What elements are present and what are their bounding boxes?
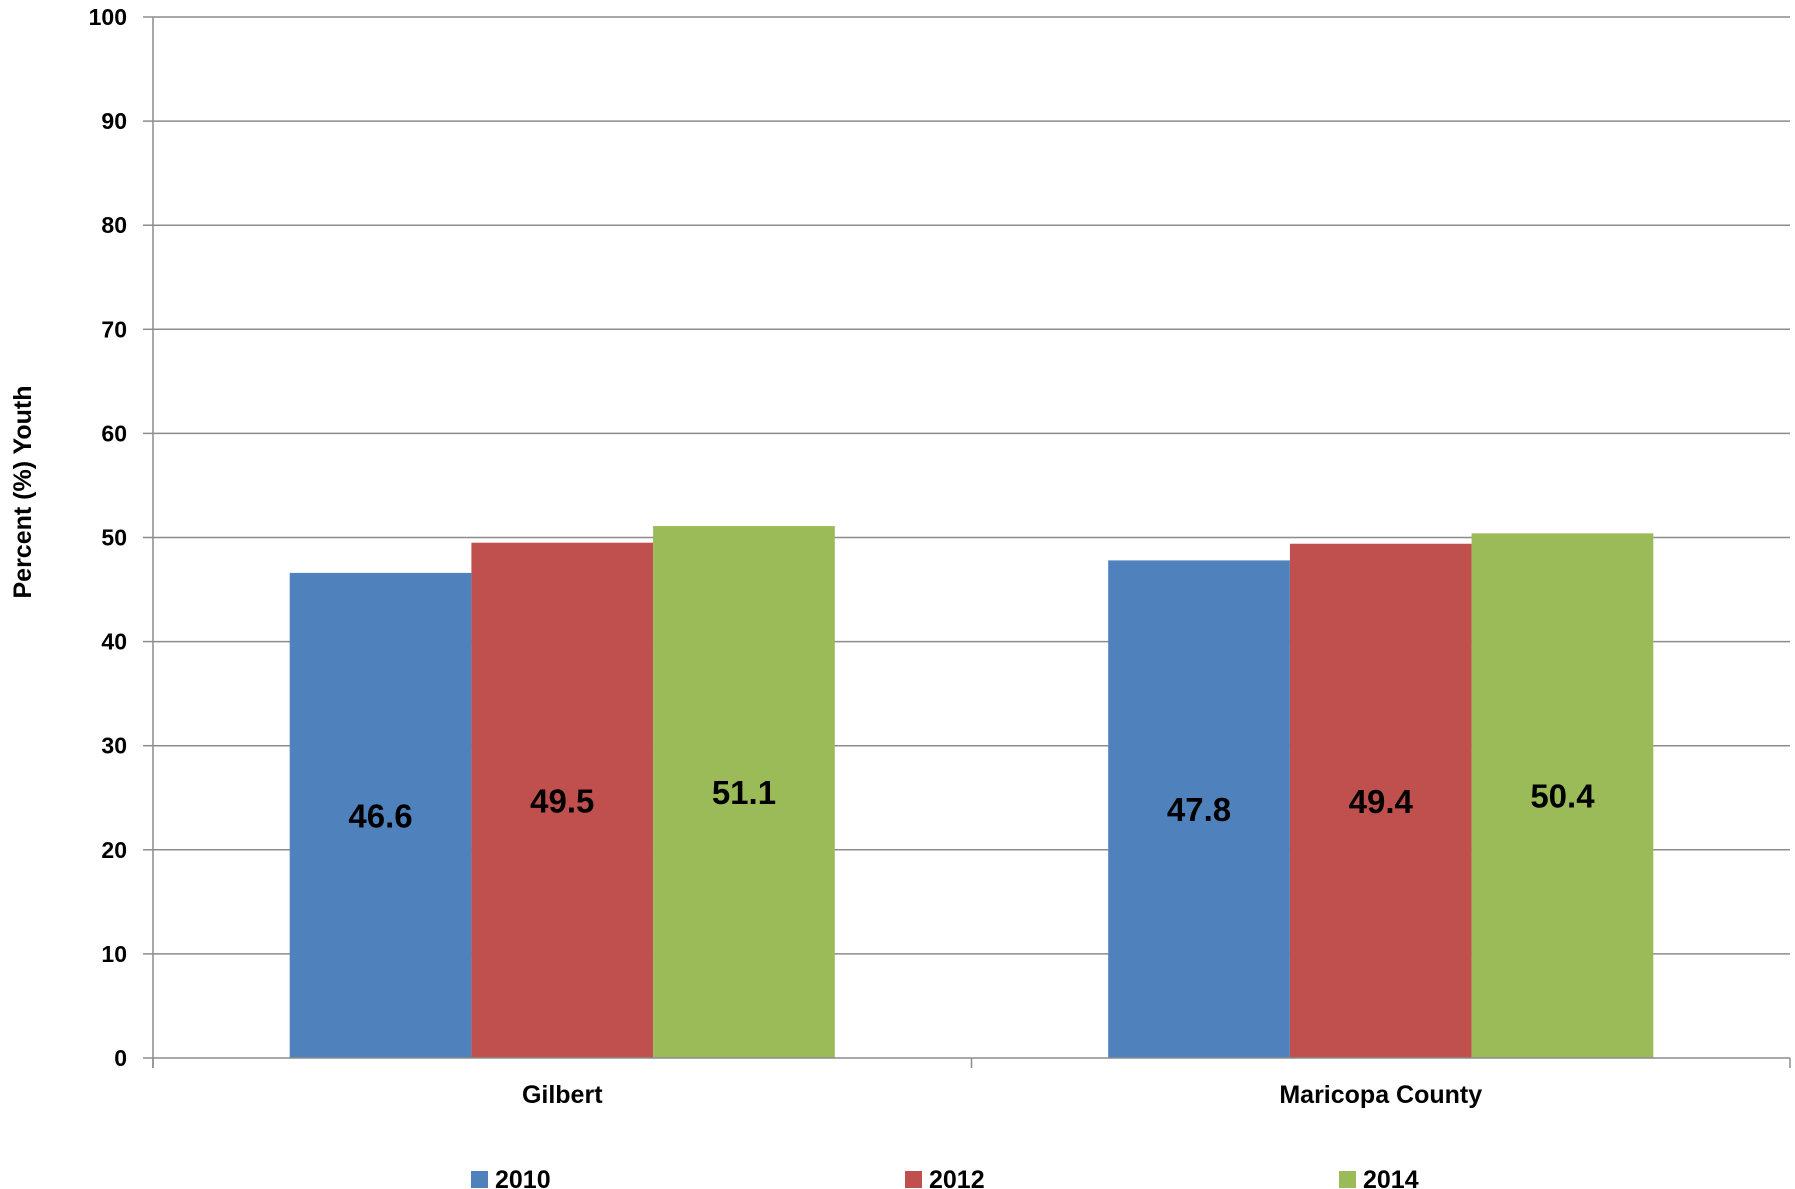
legend-label: 2014 [1363, 1166, 1419, 1189]
y-tick-label: 80 [101, 212, 127, 238]
bars [289, 526, 1654, 1058]
data-label: 51.1 [712, 774, 776, 811]
bar [471, 542, 654, 1058]
bar [653, 526, 835, 1058]
y-tick-label: 50 [101, 525, 127, 551]
x-tick-label: Maricopa County [1279, 1081, 1482, 1109]
y-axis-title: Percent (%) Youth [9, 386, 37, 599]
data-label: 50.4 [1530, 778, 1595, 815]
data-label: 49.5 [530, 782, 594, 819]
axes: 0 10 20 30 40 50 60 70 80 90 100 Gilbert Maricopa Co… [89, 4, 1791, 1109]
data-labels: 46.6 49.5 51.1 47.8 49.4 50.4 [348, 774, 1595, 834]
legend-swatch [471, 1171, 488, 1188]
legend-swatch [1339, 1171, 1356, 1188]
legend-swatch [905, 1171, 922, 1188]
y-tick-label: 10 [101, 941, 127, 967]
bar [1289, 543, 1472, 1058]
legend: 2010 2012 2014 [471, 1166, 1419, 1189]
legend-label: 2010 [495, 1166, 551, 1189]
data-label: 49.4 [1349, 783, 1414, 820]
bar [289, 572, 472, 1058]
x-tick-label: Gilbert [522, 1081, 603, 1109]
y-tick-label: 40 [101, 629, 127, 655]
y-tick-label: 70 [101, 316, 127, 342]
bar [1108, 560, 1290, 1058]
y-tick-label: 20 [101, 837, 127, 863]
bar [1471, 533, 1654, 1058]
y-tick-label: 30 [101, 733, 127, 759]
y-tick-label: 60 [101, 420, 127, 446]
data-label: 47.8 [1167, 791, 1231, 828]
y-tick-label: 90 [101, 108, 127, 134]
y-tick-label: 100 [89, 4, 127, 30]
legend-label: 2012 [929, 1166, 985, 1189]
y-tick-label: 0 [114, 1045, 127, 1071]
data-label: 46.6 [348, 797, 412, 834]
